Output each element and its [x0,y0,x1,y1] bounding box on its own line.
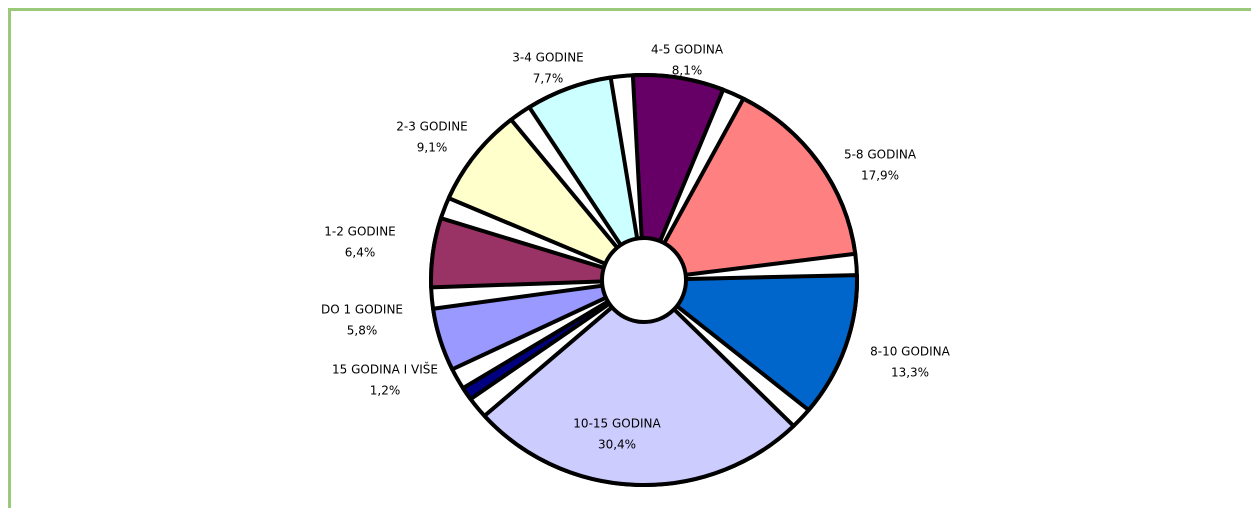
value-label: 13,3% [891,366,929,380]
slice-label: 10-15 GODINA [573,417,661,431]
slice-label: 8-10 GODINA [870,345,951,359]
value-label: 5,8% [347,324,378,338]
value-label: 9,1% [417,141,448,155]
value-label: 1,2% [370,384,401,398]
pie-hole [600,236,688,324]
pie-slice [431,278,646,372]
slice-label: 4-5 GODINA [651,43,724,57]
slice-label: 3-4 GODINE [512,51,584,65]
value-label: 8,1% [672,64,703,78]
pie-slice [642,96,858,282]
slice-label: 1-2 GODINE [324,225,396,239]
pie-slice [642,273,859,413]
slice-label: 2-3 GODINE [396,120,468,134]
slice-label: DO 1 GODINE [321,303,403,317]
value-label: 17,9% [861,169,899,183]
pie-slice [527,75,646,282]
frame [8,8,1251,508]
pie-slice [630,73,726,282]
slice-label: 15 GODINA I VIŠE [332,362,438,377]
pie-slice [446,117,646,282]
pie-slice [461,278,646,402]
pie-slice [482,278,796,487]
value-label: 30,4% [598,438,636,452]
value-label: 7,7% [533,72,564,86]
pie-slice [429,216,646,290]
value-label: 6,4% [345,246,376,260]
slice-label: 5-8 GODINA [844,148,917,162]
